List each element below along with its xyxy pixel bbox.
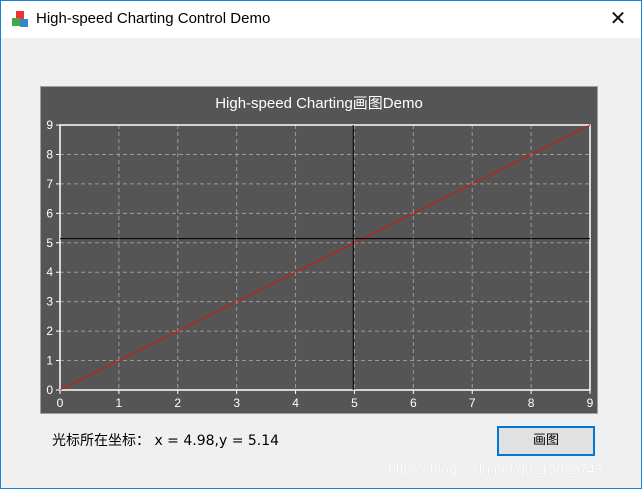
y-tick-label: 9	[46, 118, 53, 132]
chart-background	[40, 86, 598, 414]
x-tick-label: 3	[233, 396, 240, 410]
window-title: High-speed Charting Control Demo	[36, 10, 271, 27]
x-tick-label: 9	[587, 396, 594, 410]
y-tick-label: 3	[46, 295, 53, 309]
close-icon[interactable]: ✕	[609, 8, 627, 30]
y-tick-label: 0	[46, 383, 53, 397]
x-tick-label: 0	[57, 396, 64, 410]
watermark: https://blog.csdn.net/qq_15029743	[388, 461, 603, 477]
y-tick-label: 5	[46, 236, 53, 250]
mfc-app-icon	[12, 11, 28, 27]
title-bar: High-speed Charting Control Demo ✕	[1, 1, 641, 38]
y-tick-label: 1	[46, 354, 53, 368]
plot-area-border	[59, 124, 591, 391]
x-tick-label: 4	[292, 396, 299, 410]
y-tick-label: 4	[46, 265, 53, 279]
cursor-coordinates: 光标所在坐标： x = 4.98,y = 5.14	[52, 433, 280, 449]
x-tick-label: 6	[410, 396, 417, 410]
chart-title: High-speed Charting画图Demo	[215, 95, 423, 112]
x-tick-label: 1	[116, 396, 123, 410]
y-tick-label: 6	[46, 206, 53, 220]
chart[interactable]: High-speed Charting画图Demo 0 1 2 3 4 5 6 7 8 9 0 1 2 3…	[40, 86, 598, 414]
series-line	[59, 124, 591, 391]
x-tick-label: 8	[528, 396, 535, 410]
x-tick-label: 7	[469, 396, 476, 410]
close-button[interactable]: ✕	[595, 1, 641, 38]
x-tick-label: 5	[351, 396, 358, 410]
draw-button[interactable]: 画图	[497, 426, 595, 456]
y-tick-label: 7	[46, 177, 53, 191]
y-tick-label: 8	[46, 147, 53, 161]
y-tick-label: 2	[46, 324, 53, 338]
x-tick-label: 2	[174, 396, 181, 410]
